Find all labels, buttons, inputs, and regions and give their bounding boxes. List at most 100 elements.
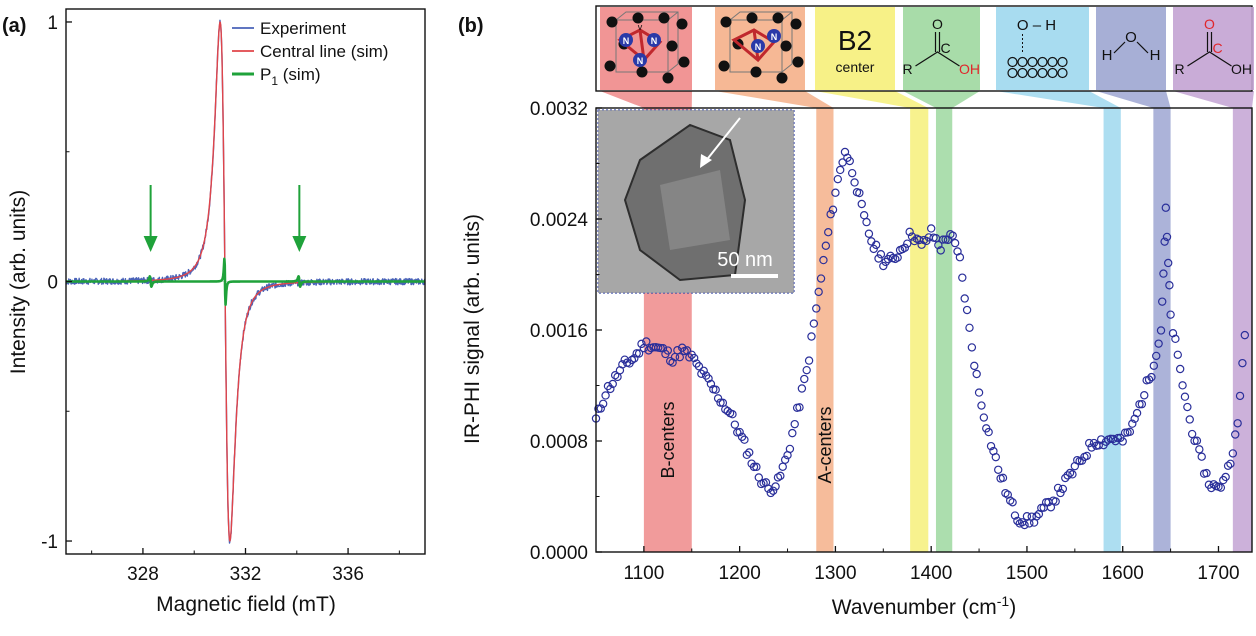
data-point	[1128, 419, 1137, 428]
data-point	[965, 323, 974, 332]
data-point	[826, 210, 835, 219]
data-point	[713, 394, 723, 403]
data-point	[740, 435, 749, 444]
data-point	[900, 243, 910, 253]
structure-box-bg	[1096, 7, 1166, 90]
data-point	[596, 404, 605, 413]
data-point	[1185, 415, 1194, 424]
data-point	[943, 235, 953, 245]
surface-carbon-atom	[1047, 56, 1058, 68]
data-point	[656, 343, 665, 353]
b2-title: B2	[838, 25, 872, 56]
x-tick-label: 1700	[1197, 563, 1239, 584]
carbon-atom	[662, 72, 674, 84]
data-point	[1202, 468, 1211, 478]
data-point	[1058, 484, 1068, 494]
lattice-cube-edges	[615, 11, 679, 73]
band-connector-4	[996, 91, 1121, 108]
nitrogen-atom	[619, 33, 633, 47]
panel-b-x-axis-title-sup: -1	[997, 593, 1010, 609]
data-point	[1238, 358, 1247, 368]
data-point	[1010, 511, 1020, 520]
surface-carbon-atom	[1007, 67, 1018, 79]
data-point	[934, 240, 943, 250]
vacancy-label: v	[638, 22, 643, 32]
x-tick-label: 1100	[623, 563, 664, 584]
panel-b-ticks: 1100 1200 1300 1400 1500 1600 1700 0.0000 0.0008…	[530, 99, 1240, 584]
panel-a: (a) 328 332 336 1 0 -1 Experiment Central line…	[2, 8, 426, 616]
legend-label-suffix: (sim)	[278, 65, 320, 84]
data-point	[1063, 471, 1072, 480]
carbon-atom	[658, 12, 670, 24]
data-point	[974, 388, 984, 397]
data-point	[1223, 461, 1233, 470]
data-point	[926, 224, 936, 233]
data-point	[766, 488, 775, 498]
inset-arrowhead-icon	[700, 154, 712, 168]
data-point	[728, 410, 737, 419]
carbon-atom	[746, 12, 758, 24]
data-point	[1051, 497, 1060, 506]
data-point	[871, 240, 881, 250]
legend-label-main: P	[260, 65, 271, 84]
data-point	[1140, 391, 1149, 400]
surface-carbon-atom	[1007, 56, 1018, 68]
data-point	[831, 188, 840, 197]
x-tick-label: 328	[127, 564, 159, 585]
data-point	[986, 441, 996, 451]
surface-carbon-atom	[1027, 67, 1038, 79]
band-label-0: B-centers	[658, 401, 678, 478]
legend-label-0: Experiment	[260, 19, 346, 38]
data-point	[1160, 237, 1169, 246]
data-point	[859, 210, 869, 220]
data-point	[800, 374, 809, 384]
carbon-atom	[720, 16, 732, 28]
structure-box-bg	[996, 7, 1089, 90]
carbon-atom	[678, 56, 690, 68]
band-connector-1	[715, 91, 834, 108]
data-point	[764, 484, 773, 493]
band-5	[1153, 108, 1171, 552]
nitrogen-atom	[751, 39, 765, 53]
band-4	[1103, 108, 1121, 552]
data-point	[603, 381, 613, 391]
data-point	[907, 232, 917, 241]
surface-carbon-atom	[1037, 67, 1048, 79]
carbon-atom	[676, 18, 688, 30]
data-point	[682, 346, 692, 355]
data-point	[1163, 258, 1173, 268]
data-point	[967, 343, 977, 352]
legend-label-main: Experiment	[260, 19, 346, 38]
data-point	[876, 250, 886, 259]
water-hydrogen-right: H	[1150, 47, 1161, 64]
data-point	[836, 165, 845, 175]
y-tick-label: 0	[47, 273, 58, 294]
data-point	[824, 227, 833, 237]
data-point	[1013, 516, 1022, 526]
band-6	[1232, 108, 1252, 552]
data-point	[958, 273, 967, 282]
data-point	[1197, 452, 1206, 461]
carbon-atom	[636, 66, 648, 78]
data-point	[955, 253, 965, 262]
data-point	[1162, 232, 1172, 242]
data-point	[694, 362, 704, 371]
nitrogen-label: N	[637, 56, 644, 66]
data-point	[1008, 498, 1017, 507]
data-point	[1152, 351, 1161, 361]
data-point	[1089, 438, 1099, 448]
data-point	[1173, 350, 1182, 359]
inset-pointer-arrow	[704, 117, 741, 163]
data-point	[855, 188, 864, 198]
band-connector-0	[600, 91, 692, 108]
band-connector-5	[1096, 91, 1171, 108]
scale-bar-label: 50 nm	[717, 249, 773, 271]
nitrogen-label: N	[651, 36, 658, 46]
data-point	[1226, 459, 1235, 468]
structure-box-bg	[1173, 7, 1254, 90]
data-point	[1166, 310, 1175, 319]
data-point	[1171, 334, 1180, 344]
data-point	[1240, 330, 1250, 340]
